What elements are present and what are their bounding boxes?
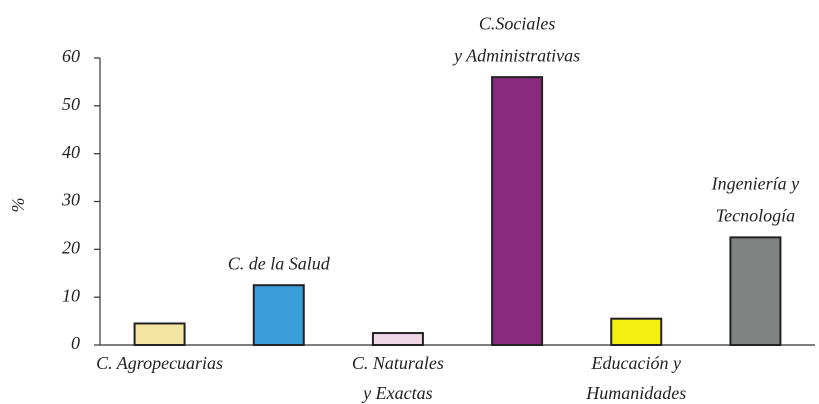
category-label: Tecnología: [716, 206, 795, 226]
y-tick-label: 0: [71, 333, 80, 353]
y-tick-label: 20: [62, 237, 80, 257]
bar: [252, 284, 305, 347]
category-label: C. Agropecuarias: [96, 353, 223, 373]
y-tick-label: 60: [62, 46, 80, 66]
bar: [371, 332, 424, 346]
category-label: Educación y: [591, 353, 681, 373]
category-label: y Exactas: [361, 383, 432, 403]
bar: [729, 236, 782, 346]
y-tick-label: 10: [62, 285, 80, 305]
bar: [491, 76, 544, 346]
y-tick-label: 40: [62, 142, 80, 162]
bar: [610, 317, 663, 347]
category-label: C. Naturales: [352, 353, 444, 373]
category-label: Ingeniería y: [711, 174, 799, 194]
y-tick-label: 30: [61, 190, 80, 210]
category-label: Humanidades: [585, 383, 686, 403]
bar: [133, 322, 186, 347]
category-label: C.Sociales: [479, 13, 556, 33]
category-label: C. de la Salud: [228, 253, 331, 273]
category-label: y Administrativas: [452, 45, 580, 65]
y-tick-label: 50: [62, 94, 80, 114]
y-axis-label: %: [8, 198, 28, 213]
